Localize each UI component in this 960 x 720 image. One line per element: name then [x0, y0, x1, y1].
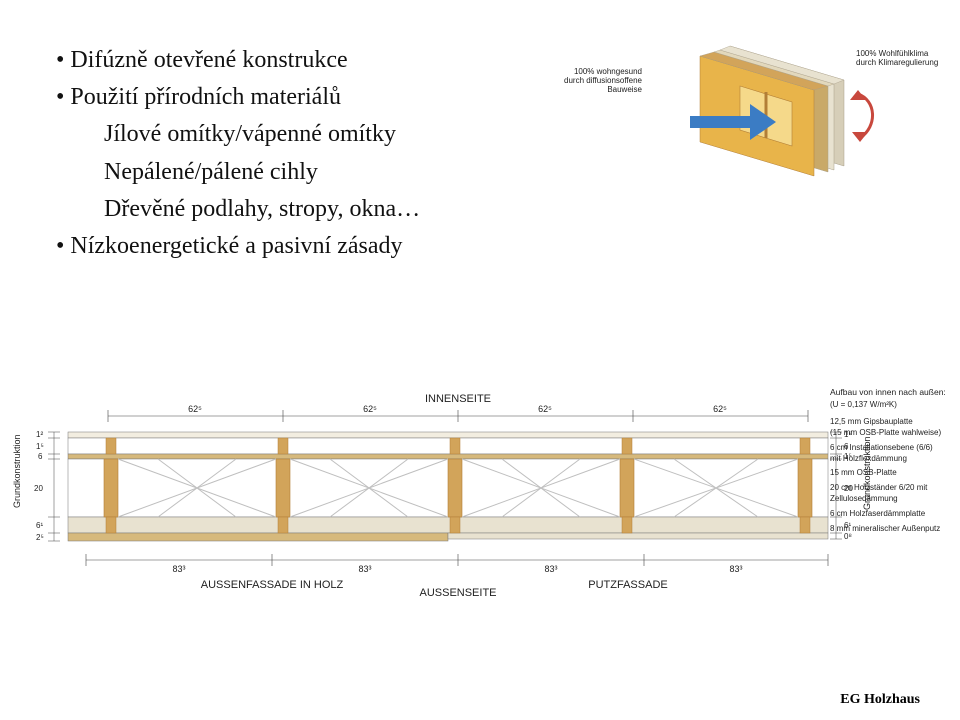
- label-grund-left: Grundkonstruktion: [12, 434, 22, 508]
- section-legend: Aufbau von innen nach außen: (U = 0,137 …: [830, 387, 952, 534]
- iso-label-right: 100% Wohlfühlklima durch Klimaregulierun…: [856, 50, 940, 68]
- label-aussen: AUSSENSEITE: [419, 587, 496, 598]
- legend-item: (15 mm OSB-Platte wahlweise): [830, 428, 952, 439]
- legend-header: Aufbau von innen nach außen:: [830, 387, 952, 398]
- iso-label-text: 100% wohngesund: [574, 67, 642, 76]
- dim-bot-4: 83³: [729, 564, 742, 574]
- dim-top-2: 62⁵: [363, 404, 377, 414]
- dim-top-3: 62⁵: [538, 404, 552, 414]
- dim-bot-2: 83³: [358, 564, 371, 574]
- bullet-text: Nepálené/pálené cihly: [104, 159, 318, 185]
- dim-lv-6: 2⁵: [36, 533, 44, 542]
- iso-label-text: Bauweise: [607, 85, 642, 94]
- dim-top-4: 62⁵: [713, 404, 727, 414]
- legend-item: 6 cm Holzfaserdämmplatte: [830, 509, 952, 520]
- iso-label-left: 100% wohngesund durch diffusionsoffene B…: [564, 68, 642, 94]
- label-innen: INNENSEITE: [425, 393, 491, 405]
- dim-top-1: 62⁵: [188, 404, 202, 414]
- iso-label-text: durch diffusionsoffene: [564, 76, 642, 85]
- page-root: Difúzně otevřené konstrukce Použití přír…: [0, 0, 960, 720]
- legend-item: 12,5 mm Gipsbauplatte: [830, 417, 952, 428]
- legend-sub: (U = 0,137 W/m²K): [830, 400, 952, 411]
- isometric-diagram: 100% wohngesund durch diffusionsoffene B…: [644, 34, 894, 184]
- dim-lv-5: 6¹: [36, 521, 43, 530]
- legend-item: mit Holzflexdämmung: [830, 454, 952, 465]
- footer-text: EG Holzhaus: [840, 692, 920, 708]
- label-fassade-right: PUTZFASSADE: [588, 579, 667, 591]
- dim-lv-4: 20: [34, 484, 43, 493]
- bullet-text: Nízkoenergetické a pasivní zásady: [70, 233, 402, 259]
- dim-lv-3: 6: [38, 452, 43, 461]
- label-fassade-left: AUSSENFASSADE IN HOLZ: [201, 579, 344, 591]
- bullet-text: Difúzně otevřené konstrukce: [70, 47, 347, 73]
- legend-item: 8 mm mineralischer Außenputz: [830, 524, 952, 535]
- dim-lv-2: 1⁵: [36, 442, 44, 451]
- legend-item: 15 mm OSB-Platte: [830, 468, 952, 479]
- bullet-l2-c: Dřevěné podlahy, stropy, okna…: [104, 191, 904, 228]
- bullet-text: Dřevěné podlahy, stropy, okna…: [104, 196, 420, 222]
- legend-item: 6 cm Installationsebene (6/6): [830, 443, 952, 454]
- bullet-text: Jílové omítky/vápenné omítky: [104, 121, 396, 147]
- dim-bot-3: 83³: [544, 564, 557, 574]
- dim-bot-1: 83³: [172, 564, 185, 574]
- bullet-l1-c: Nízkoenergetické a pasivní zásady: [56, 228, 904, 265]
- dim-lv-1: 1²: [36, 430, 43, 439]
- iso-label-text: durch Klimaregulierung: [856, 58, 938, 67]
- wall-section-diagram: 62⁵ 62⁵ 62⁵ 62⁵ INNENSEITE: [8, 388, 952, 598]
- iso-label-text: 100% Wohlfühlklima: [856, 49, 928, 58]
- legend-item: 20 cm Holzständer 6/20 mit Zellulosedämm…: [830, 483, 952, 505]
- bullet-text: Použití přírodních materiálů: [70, 84, 341, 110]
